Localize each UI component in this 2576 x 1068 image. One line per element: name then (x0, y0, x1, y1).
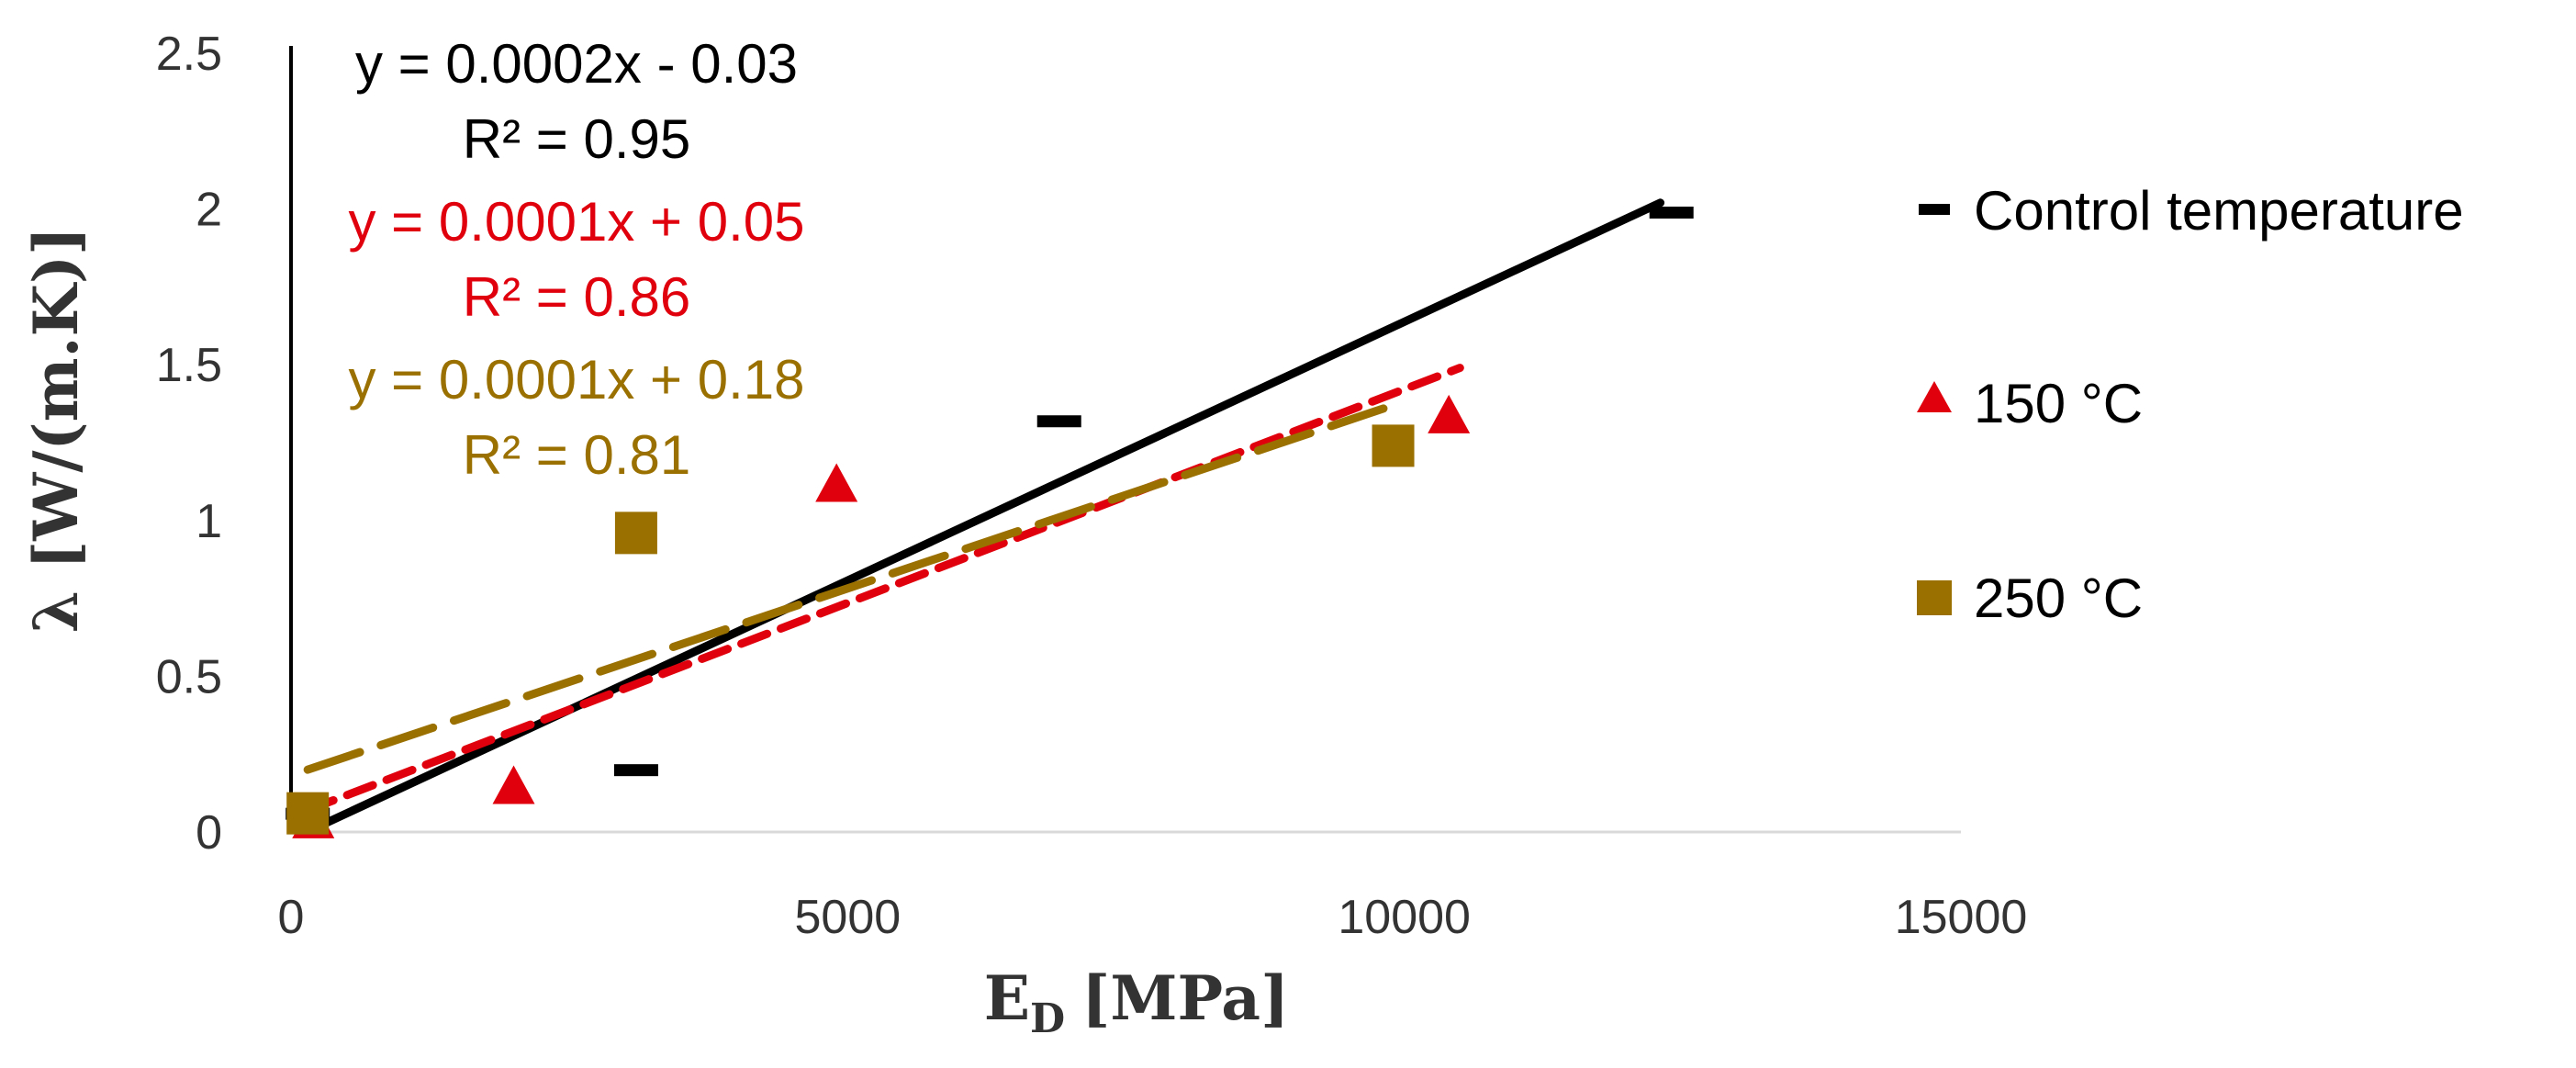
x-tick-label: 10000 (1338, 891, 1471, 944)
trendline-250 (303, 400, 1398, 774)
data-points (286, 206, 1694, 838)
legend-marker-250 (1917, 580, 1952, 615)
equation-control: y = 0.0002x - 0.03 (355, 33, 798, 95)
y-axis-title: λ [W/(m.K)] (20, 227, 92, 634)
y-tick-label: 0.5 (156, 650, 222, 703)
data-point-250 (1372, 424, 1415, 467)
trendline-150 (303, 364, 1464, 815)
x-tick-label: 5000 (794, 891, 901, 944)
r2-250: R² = 0.81 (463, 424, 690, 486)
legend: Control temperature 150 °C 250 °C (1917, 180, 2464, 629)
data-point-control (1036, 415, 1081, 428)
y-tick-label: 0 (196, 806, 222, 860)
r2-150: R² = 0.86 (463, 266, 690, 328)
tick-labels: 0 5000 10000 15000 0 0.5 1 1.5 2 2.5 (156, 28, 2028, 944)
legend-label-150: 150 °C (1974, 373, 2143, 434)
equation-150: y = 0.0001x + 0.05 (348, 191, 804, 253)
legend-marker-control (1919, 204, 1950, 215)
data-point-150 (492, 765, 535, 804)
legend-label-250: 250 °C (1974, 568, 2143, 629)
y-tick-label: 1.5 (156, 339, 222, 392)
r2-control: R² = 0.95 (463, 108, 690, 170)
data-point-150 (1428, 394, 1471, 433)
trendline-control (308, 198, 1665, 834)
data-point-250 (286, 792, 330, 835)
data-point-150 (815, 463, 858, 502)
legend-label-control: Control temperature (1974, 180, 2464, 242)
data-point-control (613, 764, 658, 777)
equation-250: y = 0.0001x + 0.18 (348, 349, 804, 410)
y-tick-label: 1 (196, 495, 222, 548)
x-tick-label: 0 (278, 891, 305, 944)
trend-equations: y = 0.0002x - 0.03 R² = 0.95 y = 0.0001x… (348, 33, 804, 486)
x-tick-label: 15000 (1895, 891, 2028, 944)
y-tick-label: 2.5 (156, 28, 222, 81)
trendlines (303, 198, 1665, 834)
axes (289, 46, 1961, 834)
data-point-control (1649, 206, 1694, 219)
x-axis-title: ED [MPa] (984, 962, 1290, 1042)
y-tick-label: 2 (196, 184, 222, 237)
data-point-250 (614, 512, 657, 555)
legend-marker-150 (1917, 381, 1952, 412)
